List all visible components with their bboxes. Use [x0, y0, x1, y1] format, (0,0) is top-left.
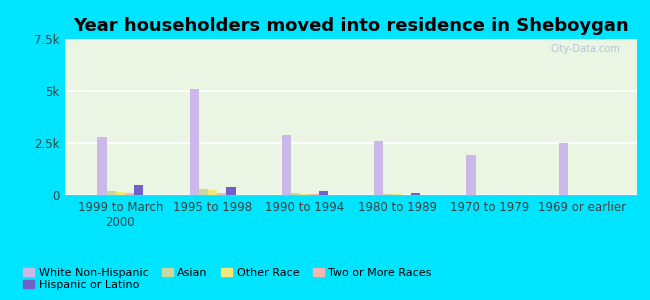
Bar: [318, 191, 328, 195]
Bar: [217, 193, 226, 195]
Text: City-Data.com: City-Data.com: [550, 44, 620, 54]
Bar: [134, 184, 144, 195]
Legend: White Non-Hispanic, Asian, Other Race, Two or More Races: White Non-Hispanic, Asian, Other Race, T…: [19, 263, 436, 282]
Bar: [199, 189, 208, 195]
Bar: [466, 155, 476, 195]
Bar: [116, 192, 125, 195]
Bar: [125, 193, 134, 195]
Bar: [374, 141, 383, 195]
Bar: [291, 193, 300, 195]
Bar: [300, 194, 309, 195]
Bar: [411, 193, 420, 195]
Bar: [384, 194, 393, 195]
Bar: [226, 187, 236, 195]
Bar: [208, 190, 217, 195]
Bar: [309, 194, 318, 195]
Bar: [558, 143, 568, 195]
Title: Year householders moved into residence in Sheboygan: Year householders moved into residence i…: [73, 17, 629, 35]
Bar: [107, 191, 116, 195]
Bar: [98, 137, 107, 195]
Bar: [393, 194, 402, 195]
Bar: [190, 89, 199, 195]
Bar: [282, 135, 291, 195]
Legend: Hispanic or Latino: Hispanic or Latino: [19, 275, 144, 294]
